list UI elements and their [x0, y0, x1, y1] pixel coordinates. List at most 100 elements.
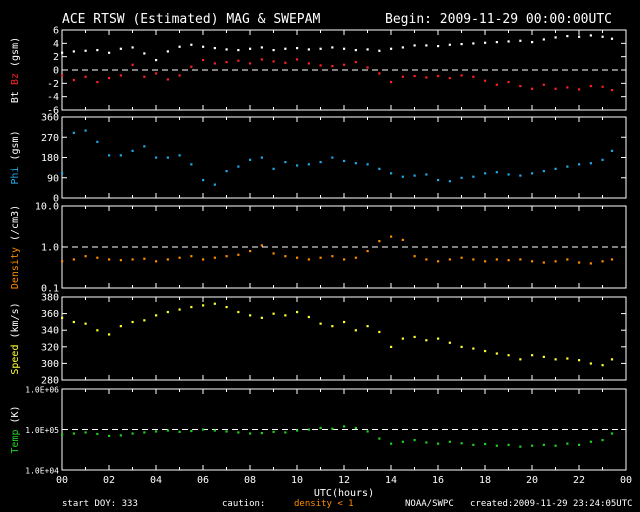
bt-point [448, 43, 451, 46]
x-tick-label: 14 [385, 475, 397, 486]
bz-point [202, 59, 205, 62]
speed-point [531, 354, 534, 357]
temp-point [178, 430, 181, 433]
phi-point [343, 159, 346, 163]
bt-point [554, 36, 557, 39]
temp-point [143, 431, 146, 434]
speed-point [190, 305, 193, 309]
bz-point [401, 75, 404, 78]
speed-point [331, 325, 334, 328]
phi-point [307, 163, 310, 166]
density-point [119, 259, 122, 262]
bz-point [578, 88, 581, 91]
density-point [354, 256, 357, 259]
x-tick-label: 02 [103, 475, 115, 486]
bt-point [331, 46, 334, 49]
phi-point [507, 173, 510, 176]
panels-group: 6 4 2 0 -2 -4 -6 Bt Bz (gsm) 360 270 180 90 0 Phi (gs… [10, 26, 627, 476]
density-point [554, 260, 557, 263]
density-point [190, 255, 193, 258]
x-axis: 00 02 04 06 08 10 12 14 16 18 20 22 00 UTC(hours) [56, 475, 632, 499]
phi-panel: 360 270 180 90 0 Phi (gsm) [10, 113, 627, 205]
density-point [495, 258, 498, 261]
bz-point [319, 64, 322, 67]
phi-point [284, 161, 287, 164]
speed-point [589, 362, 592, 365]
phi-ytick-label: 270 [41, 133, 59, 144]
phi-point [319, 161, 322, 164]
start-doy: start DOY: 333 [62, 499, 138, 509]
phi-point [542, 170, 545, 173]
temp-point [249, 432, 252, 435]
phi-point [460, 176, 463, 179]
phi-point [578, 163, 581, 166]
x-axis-label: UTC(hours) [314, 488, 374, 499]
bz-point [249, 62, 252, 65]
density-point [507, 259, 510, 262]
phi-point [601, 158, 604, 161]
phi-point [84, 129, 87, 132]
temp-point [542, 443, 545, 446]
speed-point [472, 347, 475, 350]
density-point [390, 235, 393, 238]
phi-point [143, 145, 146, 148]
density-point [610, 258, 614, 261]
temp-point [578, 443, 581, 446]
bt-point [225, 48, 228, 51]
density-ylabel: Density (/cm3) [10, 205, 21, 289]
speed-point [390, 345, 393, 348]
mag-ylabel-part: Bt [10, 91, 21, 103]
speed-point [202, 304, 205, 307]
bz-point [472, 75, 475, 78]
phi-point [72, 131, 75, 134]
speed-point [284, 314, 287, 317]
speed-ytick-label: 320 [41, 342, 59, 353]
speed-ytick-label: 340 [41, 326, 59, 337]
temp-ylabel: Temp (K) [10, 405, 21, 453]
temp-point [213, 429, 216, 432]
speed-point [460, 345, 463, 348]
temp-point [460, 442, 463, 445]
temp-point [448, 440, 451, 443]
temp-panel: 1.0E+06 1.0E+05 1.0E+04 Temp (K) [10, 386, 627, 476]
speed-point [178, 308, 181, 311]
phi-point [166, 156, 169, 159]
speed-point [61, 316, 64, 319]
phi-point [96, 140, 99, 143]
source-label: NOAA/SWPC [405, 499, 454, 509]
speed-point [601, 364, 604, 367]
bz-point [84, 75, 87, 78]
speed-point [366, 325, 369, 328]
phi-point [237, 165, 240, 168]
phi-point [437, 179, 440, 182]
density-point [589, 262, 592, 265]
x-tick-label: 20 [526, 475, 538, 486]
temp-point [237, 431, 240, 434]
temp-point [589, 440, 592, 443]
temp-point [190, 429, 193, 433]
density-point [413, 255, 416, 258]
speed-point [448, 341, 451, 344]
temp-point [425, 441, 428, 444]
bt-point [84, 49, 87, 52]
temp-point [610, 432, 614, 435]
bt-point [495, 41, 498, 44]
phi-point [519, 174, 522, 177]
bt-point [484, 41, 487, 44]
density-point [566, 258, 569, 261]
density-point [260, 244, 263, 247]
bt-point [319, 47, 322, 50]
density-ytick-label: 10.0 [35, 202, 59, 213]
bt-point [155, 59, 158, 62]
bz-point [72, 79, 75, 82]
x-tick-label: 18 [479, 475, 491, 486]
phi-point [472, 175, 475, 178]
phi-point [425, 173, 428, 176]
speed-ytick-label: 380 [41, 293, 59, 304]
bz-point [566, 86, 569, 89]
speed-point [566, 357, 569, 360]
bz-point [284, 61, 287, 64]
phi-point [566, 165, 569, 168]
speed-ytick-label: 360 [41, 309, 59, 320]
